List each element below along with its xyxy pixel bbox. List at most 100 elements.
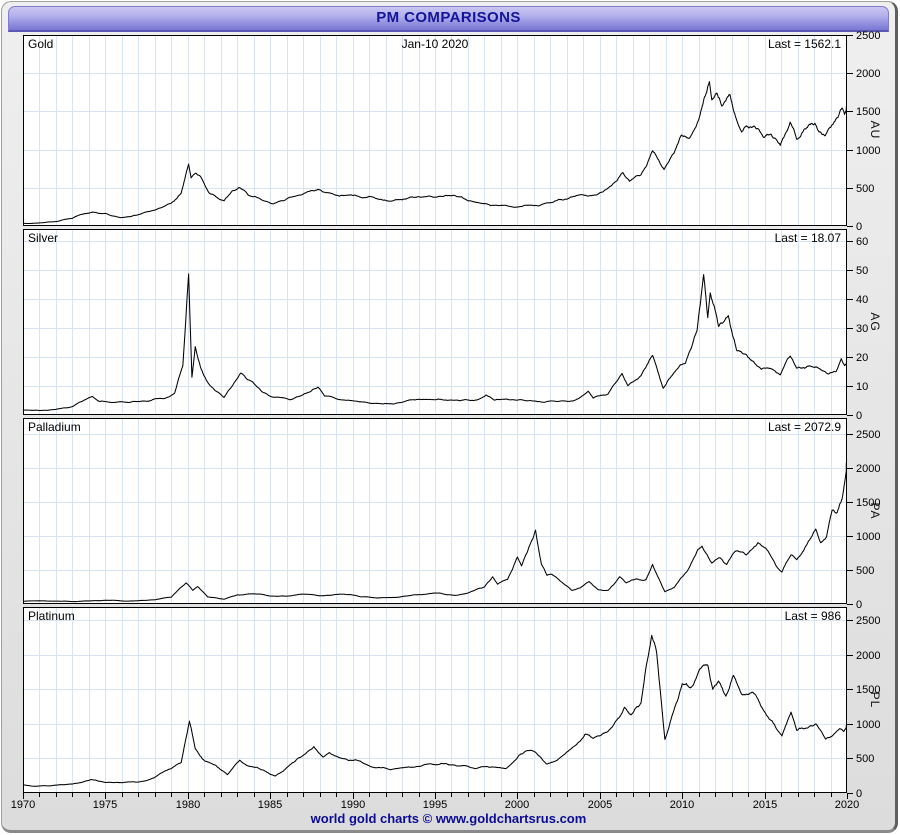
y-tick-label: 1500 [856, 683, 881, 696]
x-tick-mark [534, 793, 535, 797]
x-tick-mark [748, 793, 749, 797]
y-tick-mark [847, 620, 853, 621]
y-tick-label: 2000 [856, 649, 881, 662]
y-tick-label: 0 [856, 220, 863, 233]
x-tick-mark [419, 793, 420, 797]
x-tick-mark [353, 793, 354, 799]
x-tick-mark [814, 793, 815, 797]
y-tick-label: 2000 [856, 67, 881, 80]
x-tick-mark [171, 793, 172, 797]
y-tick-mark [847, 111, 853, 112]
y-tick-label: 10 [856, 380, 869, 393]
panel-border [23, 35, 847, 226]
y-tick-label: 40 [856, 293, 869, 306]
panel-border [23, 418, 847, 604]
x-tick-mark [204, 793, 205, 797]
price-line-gold [23, 81, 847, 225]
panel-label-gold: Gold [28, 37, 54, 51]
x-tick-mark [138, 793, 139, 797]
title-bar: PM COMPARISONS [8, 6, 889, 32]
x-tick-mark [23, 793, 24, 799]
panel-gold: Gold Jan-10 2020 Last = 1562.1 [23, 35, 847, 226]
x-tick-label: 2020 [834, 799, 860, 811]
x-tick-label: 1975 [92, 799, 118, 811]
y-tick-mark [847, 536, 853, 537]
y-tick-mark [847, 226, 853, 227]
y-tick-label: 500 [856, 182, 875, 195]
x-tick-mark [336, 793, 337, 797]
y-tick-label: 1500 [856, 496, 881, 509]
x-tick-mark [765, 793, 766, 799]
x-tick-mark [254, 793, 255, 797]
silver-price-chart [23, 229, 847, 415]
x-tick-mark [567, 793, 568, 797]
x-tick-label: 1995 [422, 799, 448, 811]
chart-date: Jan-10 2020 [401, 37, 469, 51]
y-tick-mark [847, 299, 853, 300]
x-tick-mark [831, 793, 832, 797]
x-tick-label: 2000 [504, 799, 530, 811]
platinum-last-value: Last = 986 [784, 609, 841, 623]
gold-price-chart [23, 35, 847, 226]
x-tick-mark [320, 793, 321, 797]
y-tick-label: 20 [856, 351, 869, 364]
x-tick-mark [155, 793, 156, 797]
window-title: PM COMPARISONS [376, 9, 521, 26]
y-tick-mark [847, 655, 853, 656]
y-tick-label: 500 [856, 564, 875, 577]
y-tick-mark [847, 188, 853, 189]
y-tick-mark [847, 415, 853, 416]
x-tick-mark [517, 793, 518, 799]
y-tick-mark [847, 793, 853, 794]
x-tick-mark [386, 793, 387, 797]
y-tick-mark [847, 73, 853, 74]
x-tick-mark [798, 793, 799, 797]
footer-credit: world gold charts © www.goldchartsrus.co… [310, 811, 587, 826]
y-tick-mark [847, 270, 853, 271]
palladium-last-value: Last = 2072.9 [767, 420, 841, 434]
x-tick-mark [600, 793, 601, 799]
x-tick-mark [732, 793, 733, 797]
x-tick-mark [501, 793, 502, 797]
y-tick-label: 2500 [856, 614, 881, 627]
x-tick-mark [649, 793, 650, 797]
panel-label-silver: Silver [28, 231, 59, 245]
x-tick-label: 1985 [257, 799, 283, 811]
x-tick-mark [847, 793, 848, 799]
panel-label-palladium: Palladium [28, 420, 81, 434]
y-tick-label: 30 [856, 322, 869, 335]
y-tick-mark [847, 241, 853, 242]
y-tick-label: 1000 [856, 530, 881, 543]
y-tick-label: 2000 [856, 462, 881, 475]
x-tick-mark [237, 793, 238, 797]
y-axis-code-au: AU [868, 120, 882, 140]
panel-label-platinum: Platinum [28, 609, 75, 623]
x-tick-mark [56, 793, 57, 797]
x-axis: 1970 1975 1980 1985 1990 1995 2000 2005 2010 2015… [11, 793, 859, 815]
y-tick-mark [847, 35, 853, 36]
y-tick-label: 0 [856, 787, 863, 800]
y-tick-mark [847, 386, 853, 387]
x-tick-mark [188, 793, 189, 799]
x-tick-label: 2010 [669, 799, 695, 811]
y-tick-mark [847, 604, 853, 605]
x-tick-mark [781, 793, 782, 797]
x-tick-mark [468, 793, 469, 797]
x-tick-mark [484, 793, 485, 797]
x-tick-mark [105, 793, 106, 799]
y-tick-label: 2500 [856, 29, 881, 42]
y-tick-mark [847, 758, 853, 759]
panel-platinum: Platinum Last = 986 [23, 607, 847, 793]
x-tick-label: 1980 [175, 799, 201, 811]
x-tick-mark [369, 793, 370, 797]
silver-last-value: Last = 18.07 [774, 231, 841, 245]
x-tick-label: 1970 [10, 799, 36, 811]
x-tick-label: 2005 [587, 799, 613, 811]
y-tick-label: 1000 [856, 144, 881, 157]
y-tick-mark [847, 328, 853, 329]
panel-silver: Silver Last = 18.07 [23, 229, 847, 415]
y-tick-label: 2500 [856, 428, 881, 441]
x-tick-mark [287, 793, 288, 797]
x-tick-mark [715, 793, 716, 797]
